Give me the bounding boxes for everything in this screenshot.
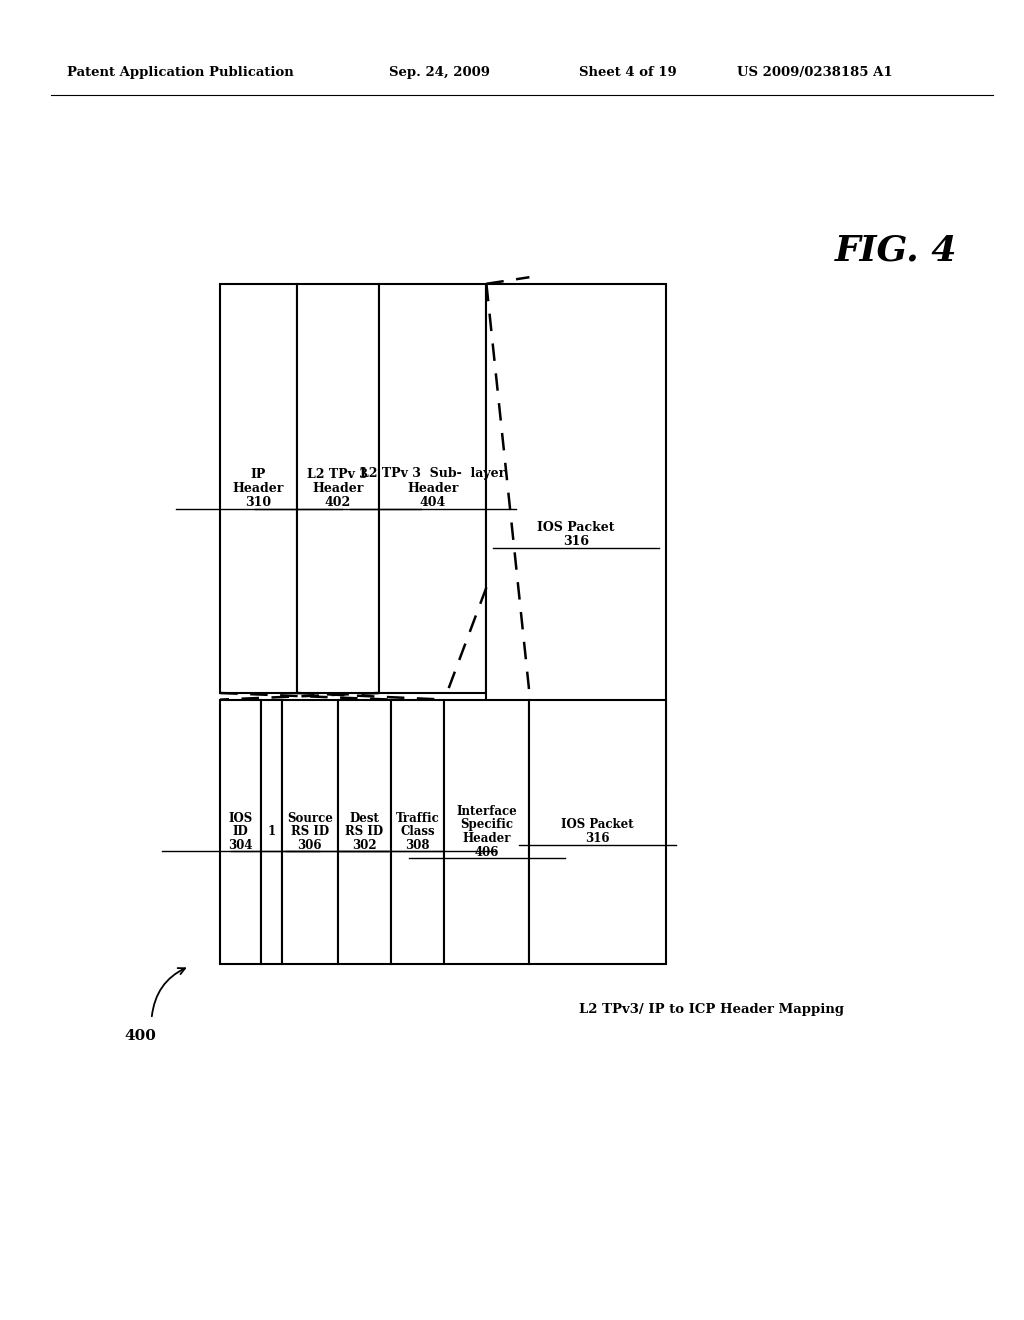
- Bar: [282, 700, 338, 964]
- Bar: [297, 284, 379, 693]
- Text: Header: Header: [407, 482, 459, 495]
- Text: Class: Class: [400, 825, 435, 838]
- Text: 310: 310: [246, 496, 271, 510]
- Text: FIG. 4: FIG. 4: [835, 234, 957, 268]
- Text: 400: 400: [124, 1030, 157, 1043]
- Text: 1: 1: [267, 825, 275, 838]
- Text: 306: 306: [298, 838, 322, 851]
- Bar: [220, 284, 297, 693]
- Text: IOS: IOS: [228, 812, 253, 825]
- Text: RS ID: RS ID: [345, 825, 384, 838]
- Text: 406: 406: [475, 846, 499, 858]
- Text: IOS Packet: IOS Packet: [538, 521, 614, 533]
- Bar: [391, 700, 444, 964]
- Bar: [529, 700, 666, 964]
- FancyArrowPatch shape: [152, 968, 185, 1016]
- Text: IOS Packet: IOS Packet: [561, 818, 634, 832]
- Text: L2 TPv3/ IP to ICP Header Mapping: L2 TPv3/ IP to ICP Header Mapping: [579, 1003, 844, 1016]
- Text: Traffic: Traffic: [396, 812, 439, 825]
- Text: Interface: Interface: [457, 805, 517, 817]
- Text: ID: ID: [232, 825, 249, 838]
- Text: US 2009/0238185 A1: US 2009/0238185 A1: [737, 66, 893, 79]
- Text: 308: 308: [406, 838, 430, 851]
- Text: 402: 402: [325, 496, 351, 510]
- Bar: [444, 700, 529, 964]
- Text: Sep. 24, 2009: Sep. 24, 2009: [389, 66, 490, 79]
- Text: 316: 316: [563, 536, 589, 548]
- Text: L2 TPv 3: L2 TPv 3: [307, 467, 369, 480]
- Text: Specific: Specific: [461, 818, 513, 832]
- Text: 304: 304: [228, 838, 253, 851]
- Text: Sheet 4 of 19: Sheet 4 of 19: [579, 66, 676, 79]
- Text: Patent Application Publication: Patent Application Publication: [67, 66, 293, 79]
- Bar: [486, 284, 666, 785]
- Text: IP: IP: [251, 467, 266, 480]
- Text: 316: 316: [586, 832, 609, 845]
- Bar: [261, 700, 282, 964]
- Text: Dest: Dest: [349, 812, 380, 825]
- Text: Source: Source: [287, 812, 333, 825]
- Text: Header: Header: [312, 482, 364, 495]
- Bar: [220, 700, 261, 964]
- Bar: [379, 284, 486, 693]
- Text: RS ID: RS ID: [291, 825, 329, 838]
- Text: L2 TPv 3  Sub-  layer: L2 TPv 3 Sub- layer: [360, 467, 505, 480]
- Text: 404: 404: [420, 496, 445, 510]
- Text: Header: Header: [463, 832, 511, 845]
- Text: 302: 302: [352, 838, 377, 851]
- Bar: [338, 700, 391, 964]
- Text: Header: Header: [232, 482, 285, 495]
